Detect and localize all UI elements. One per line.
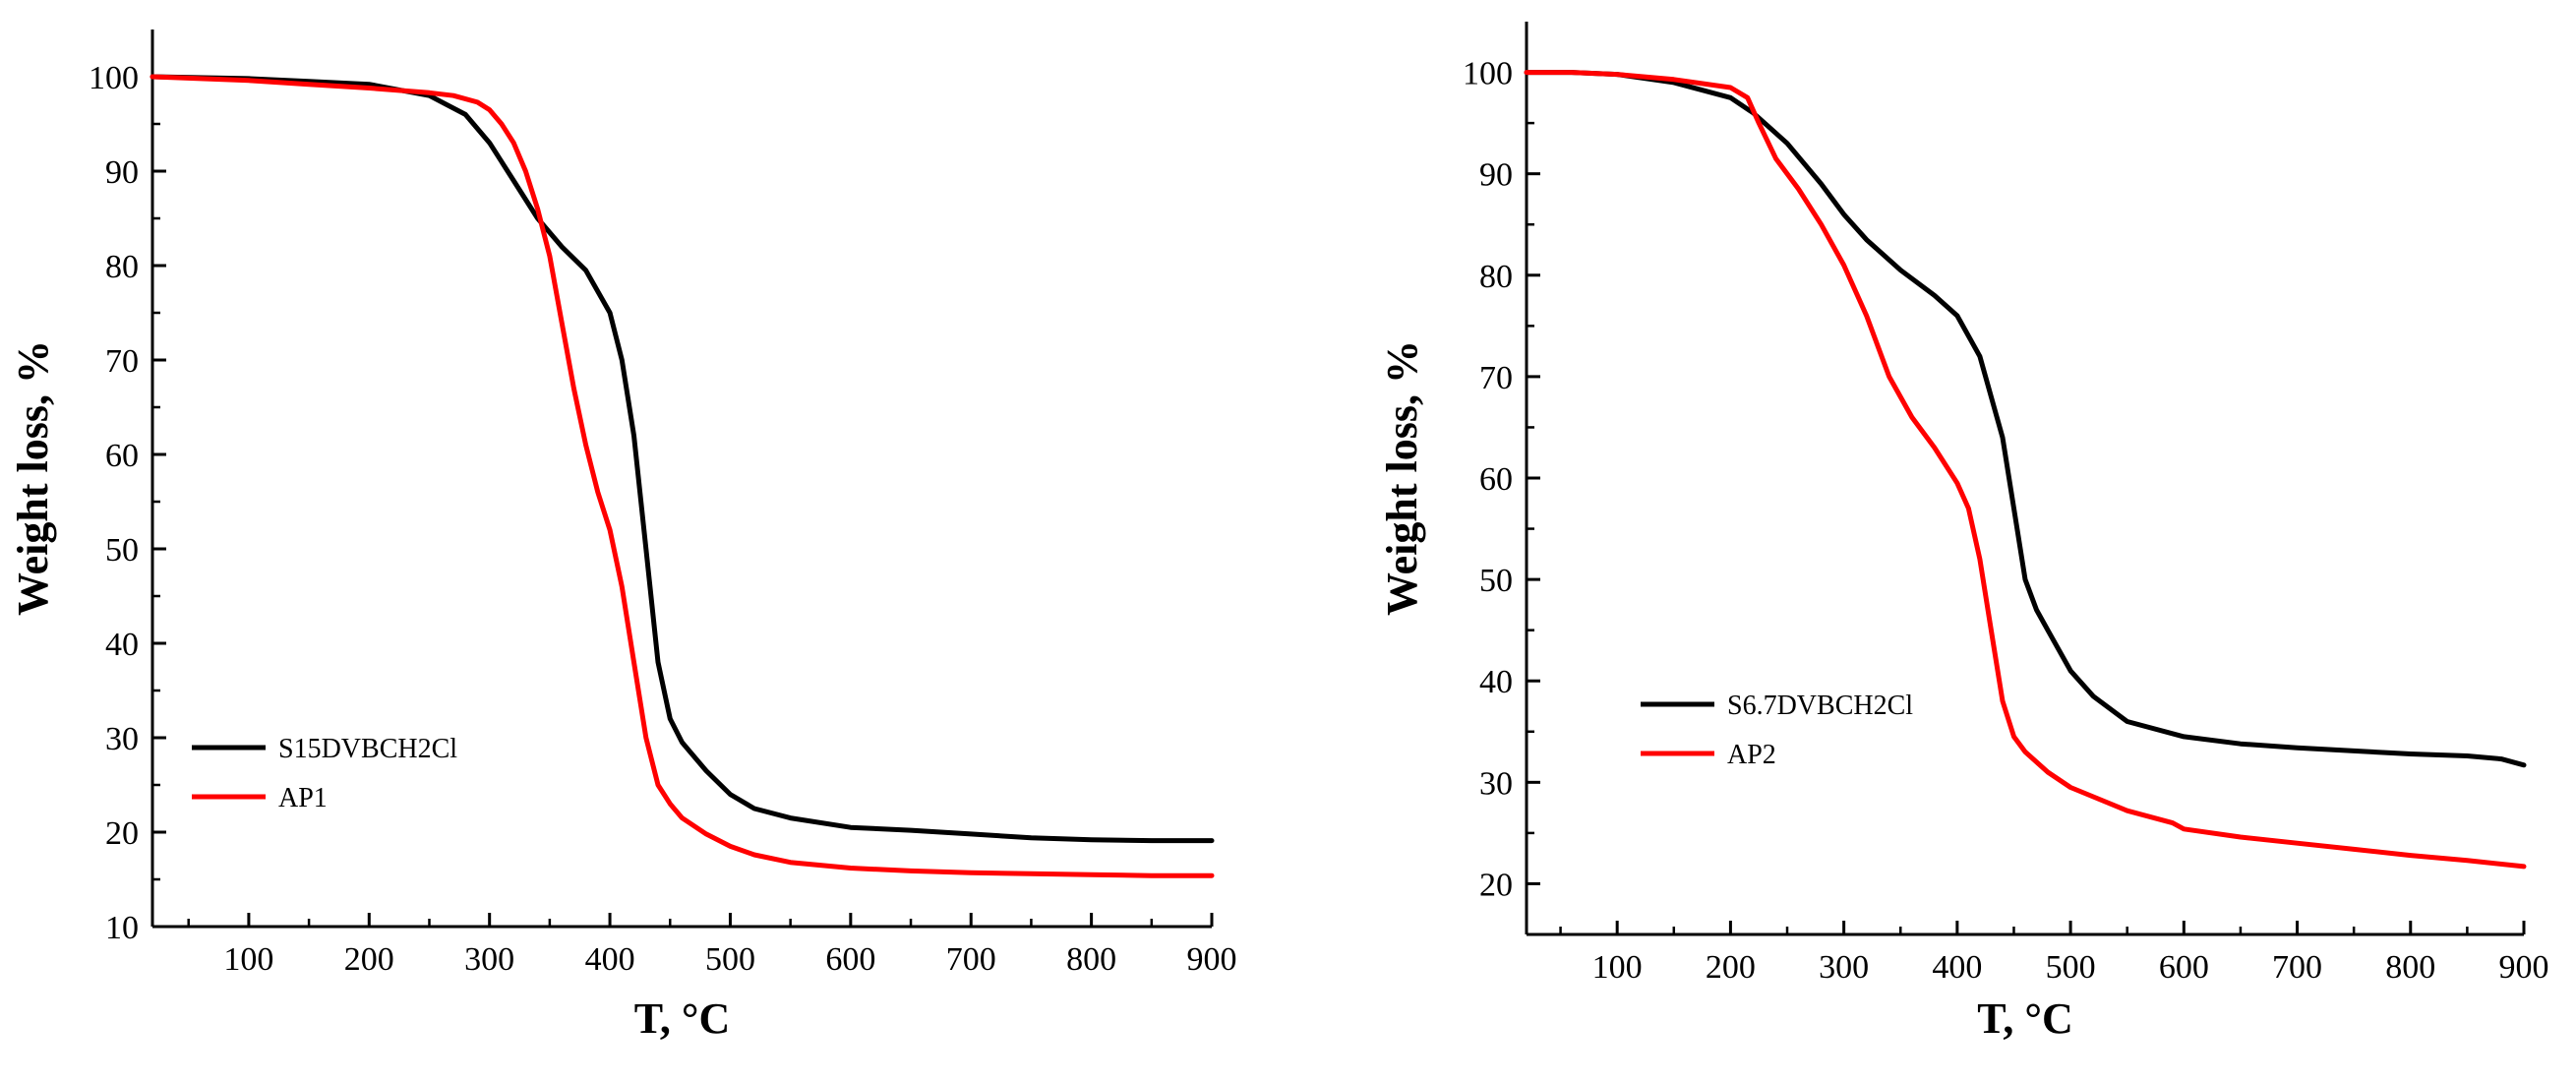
- x-tick-label: 800: [2385, 949, 2435, 986]
- x-axis-title: T, °C: [634, 994, 730, 1043]
- x-tick-label: 700: [2272, 949, 2322, 986]
- x-tick-label: 100: [223, 941, 273, 978]
- x-tick-label: 300: [1819, 949, 1869, 986]
- x-tick-label: 900: [1187, 941, 1237, 978]
- x-tick-label: 400: [1932, 949, 1982, 986]
- x-tick-label: 300: [464, 941, 514, 978]
- x-tick-label: 500: [705, 941, 755, 978]
- legend-label: AP2: [1727, 740, 1776, 770]
- y-tick-label: 30: [1479, 765, 1513, 802]
- y-tick-label: 50: [1479, 563, 1513, 599]
- x-tick-label: 100: [1592, 949, 1643, 986]
- chart-left: 100 200 300 400 500 600 700 800 900 10 20 30 40 50 60 7…: [9, 30, 1237, 1043]
- y-tick-label: 60: [105, 438, 139, 474]
- series-line-ap2: [1524, 70, 2527, 870]
- y-axis-title: Weight loss, %: [1378, 340, 1426, 616]
- y-tick-label: 40: [1479, 664, 1513, 700]
- legend-label: S6.7DVBCH2Cl: [1727, 691, 1913, 721]
- y-tick-label: 70: [1479, 360, 1513, 396]
- y-tick-label: 80: [105, 249, 139, 285]
- series-line-s6-7dvbch2cl: [1524, 70, 2527, 768]
- y-tick-label: 100: [89, 60, 139, 96]
- y-tick-label: 80: [1479, 259, 1513, 295]
- legend-label: S15DVBCH2Cl: [278, 734, 457, 764]
- x-axis-title: T, °C: [1977, 994, 2072, 1043]
- y-tick-label: 100: [1463, 56, 1513, 92]
- x-tick-label: 600: [2159, 949, 2209, 986]
- y-tick-label: 60: [1479, 461, 1513, 498]
- x-tick-label: 400: [585, 941, 635, 978]
- y-tick-label: 50: [105, 532, 139, 569]
- series-line-s15dvbch2cl: [150, 74, 1215, 844]
- y-tick-label: 20: [1479, 867, 1513, 903]
- y-tick-label: 30: [105, 721, 139, 757]
- x-tick-label: 900: [2499, 949, 2549, 986]
- x-tick-label: 500: [2046, 949, 2096, 986]
- y-tick-label: 90: [1479, 157, 1513, 194]
- chart-right: 100 200 300 400 500 600 700 800 900 20 30 40 50 60 70 8…: [1378, 22, 2549, 1043]
- x-tick-label: 800: [1066, 941, 1116, 978]
- x-tick-label: 700: [946, 941, 996, 978]
- y-tick-label: 70: [105, 343, 139, 380]
- y-axis-title: Weight loss, %: [9, 340, 57, 616]
- y-tick-label: 20: [105, 815, 139, 852]
- y-tick-label: 10: [105, 910, 139, 946]
- series-line-ap1: [150, 74, 1215, 878]
- y-tick-label: 40: [105, 627, 139, 663]
- y-tick-label: 90: [105, 154, 139, 191]
- legend-label: AP1: [278, 783, 328, 813]
- x-tick-label: 600: [825, 941, 875, 978]
- x-tick-label: 200: [344, 941, 394, 978]
- x-tick-label: 200: [1706, 949, 1756, 986]
